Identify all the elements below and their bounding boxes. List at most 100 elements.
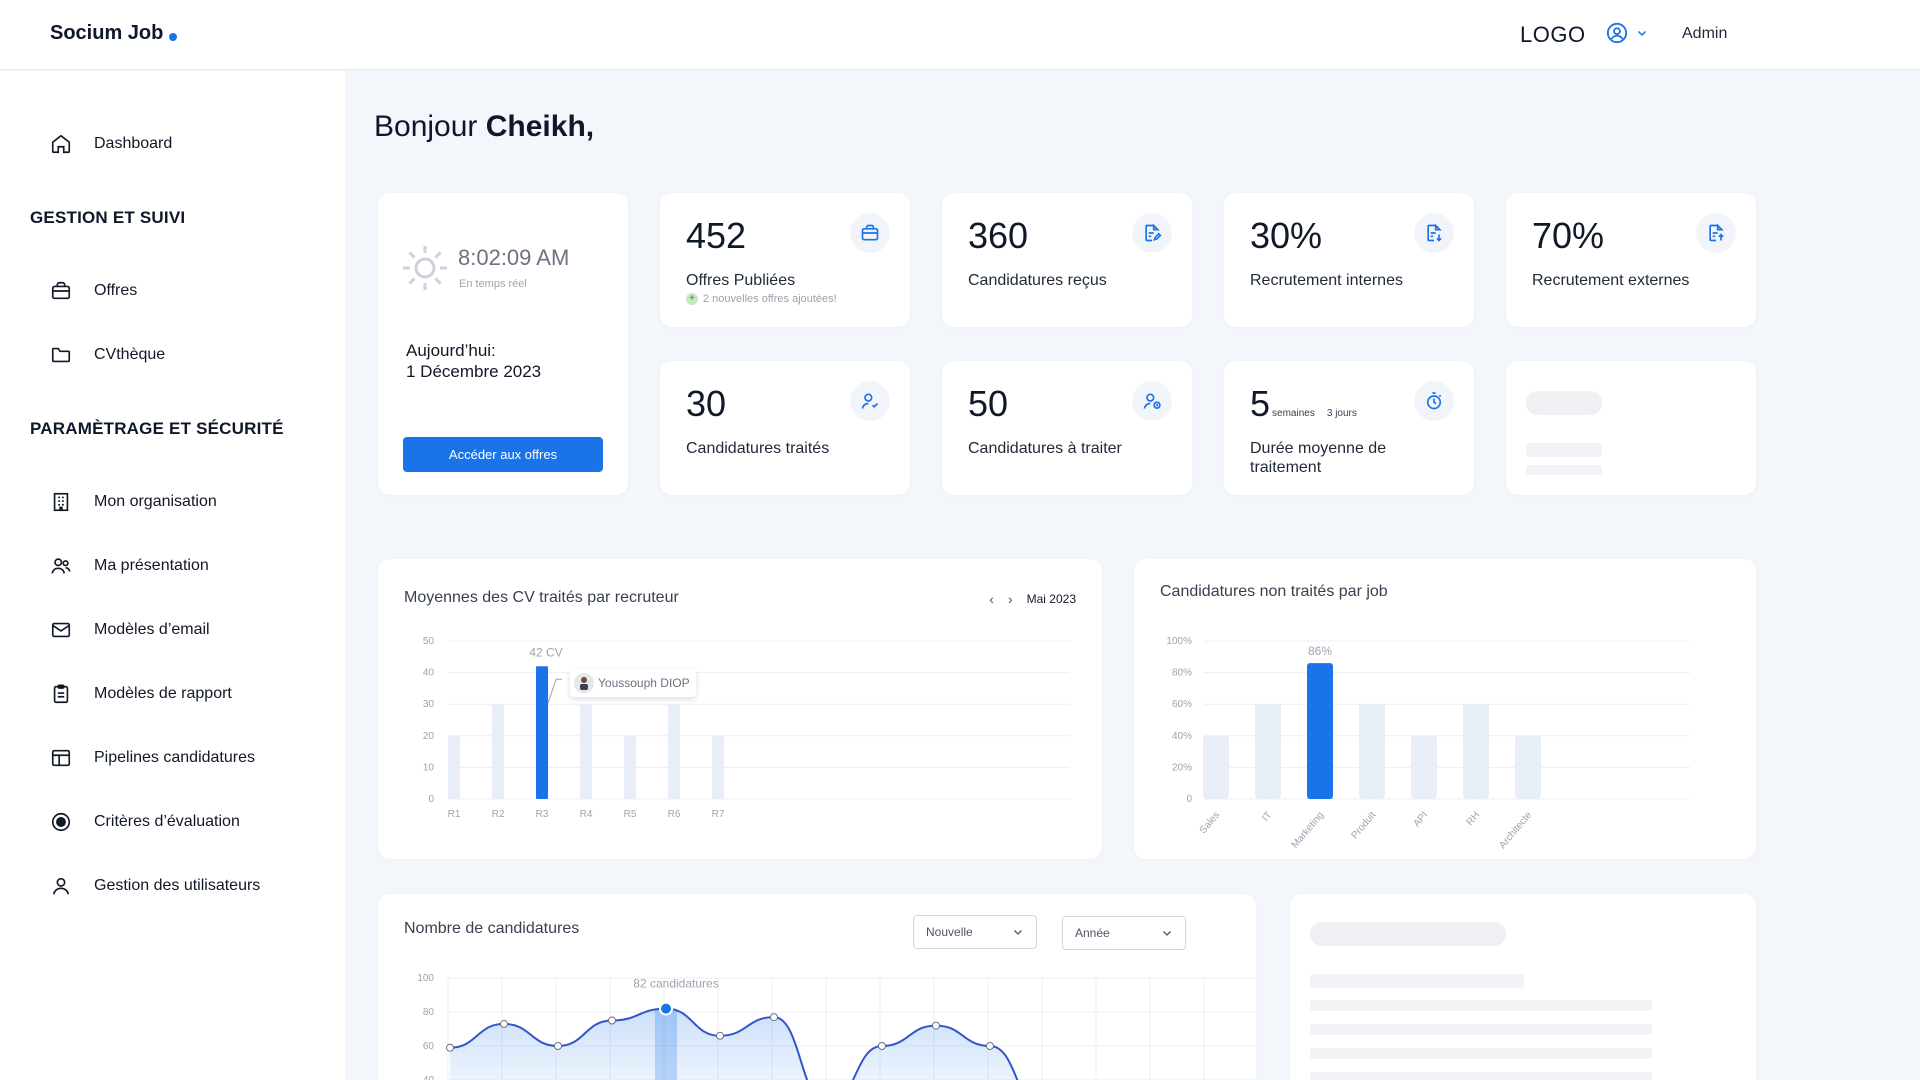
brand-name: Socium Job [50,22,164,44]
sidebar-item-cvtheque[interactable]: CVthèque [50,344,165,366]
stat-card-received[interactable]: 360 Candidatures reçus [942,193,1192,327]
y-tick-label: 50 [423,636,435,647]
stat-label: Candidatures à traiter [968,440,1122,457]
stat-label-line2: traitement [1250,459,1322,476]
stat-value: 50 [968,383,1009,424]
data-point [554,1042,562,1050]
skeleton-line [1526,465,1602,475]
bar [668,704,680,799]
sidebar-item-dashboard[interactable]: Dashboard [50,133,172,155]
user-menu-button[interactable] [1606,22,1648,44]
brand[interactable]: Socium Job [50,22,178,45]
chart-tooltip: Youssouph DIOP [570,669,696,697]
chart-card-jobs: Candidatures non traités par job 0 20% 40%… [1134,559,1756,859]
y-tick-label: 100 [417,973,434,984]
x-tick-label: R6 [668,809,681,820]
stat-card-pending[interactable]: 50 Candidatures à traiter [942,361,1192,495]
y-tick-label: 20% [1172,762,1192,773]
highlight-label: 86% [1308,644,1332,658]
mail-icon [51,622,71,638]
sidebar-item-label: Offres [94,282,138,299]
x-tick-label: R1 [448,809,461,820]
chart-title: Nombre de candidatures [404,920,580,937]
stat-value: 30% [1250,215,1323,256]
x-tick-label: R2 [492,809,505,820]
sidebar-item-presentation[interactable]: Ma présentation [50,555,209,577]
stat-card-offers[interactable]: 452 Offres Publiées +2 nouvelles offres … [660,193,910,327]
plus-icon: + [686,293,698,305]
bar [580,704,592,799]
chevron-right-icon[interactable]: › [1007,591,1013,607]
y-tick-label: 60% [1172,699,1192,710]
sidebar-item-offers[interactable]: Offres [50,280,137,302]
y-tick-label: 100% [1166,636,1192,647]
x-tick-label: Architecte [1497,810,1534,851]
stat-icon [1132,213,1172,253]
skeleton-line [1310,1072,1652,1080]
sidebar: Dashboard GESTION ET SUIVI Offres CVthèq… [0,71,345,1080]
stat-note: +2 nouvelles offres ajoutées! [686,293,837,305]
layout-icon [51,749,71,767]
bar [448,735,460,799]
bar-chart-jobs: 0 20% 40% 60% 80% 100% Sales IT Marketing 86% Prod… [1166,636,1690,851]
chevron-left-icon[interactable]: ‹ [989,591,994,607]
target-icon [51,812,71,832]
brand-dot [169,32,178,41]
skeleton-line [1310,1048,1652,1059]
month-navigator: ‹ › Mai 2023 [989,591,1076,607]
sidebar-item-label: Modèles d’email [94,621,210,638]
tooltip-name: Youssouph DIOP [598,676,690,690]
person-icon [580,677,588,690]
sidebar-item-label: Ma présentation [94,557,209,574]
stat-card-internal[interactable]: 30% Recrutement internes [1224,193,1474,327]
sidebar-item-label: Pipelines candidatures [94,749,255,766]
stat-card-processed[interactable]: 30 Candidatures traités [660,361,910,495]
y-tick-label: 80% [1172,668,1192,679]
x-tick-label: R3 [536,809,549,820]
data-point [878,1042,886,1050]
skeleton-line [1526,443,1602,457]
stat-card-duration[interactable]: 5 semaines 3 jours Durée moyenne de trait… [1224,361,1474,495]
y-tick-label: 30 [423,699,435,710]
stat-value: 5 semaines 3 jours [1250,383,1357,425]
skeleton-line [1310,1000,1652,1011]
year-select[interactable]: Année [1062,916,1186,950]
sun-icon [403,246,447,290]
folder-icon [51,347,71,363]
access-offers-button[interactable]: Accéder aux offres [403,437,603,472]
stat-card-external[interactable]: 70% Recrutement externes [1506,193,1756,327]
stat-label: Recrutement internes [1250,272,1403,289]
sidebar-item-pipelines[interactable]: Pipelines candidatures [50,747,255,769]
y-tick-label: 40 [423,668,435,679]
logo: LOGO [1520,22,1586,47]
chart-title: Candidatures non traités par job [1160,583,1388,600]
y-tick-label: 0 [428,794,434,805]
data-point [608,1016,616,1025]
sidebar-item-report-templates[interactable]: Modèles de rapport [50,683,232,705]
chart-card-recruiters: Moyennes des CV traités par recruteur ‹ … [378,559,1102,859]
stat-value: 70% [1532,215,1605,256]
x-tick-label: R4 [580,809,593,820]
sidebar-item-email-templates[interactable]: Modèles d’email [50,619,210,641]
stat-icon [1132,381,1172,421]
user-role: Admin [1682,25,1728,42]
bar [1255,704,1281,799]
sidebar-item-users[interactable]: Gestion des utilisateurs [50,875,260,897]
duration-value: 5 [1250,383,1271,424]
year-select-value: Année [1075,926,1110,940]
chevron-down-icon [1014,930,1022,935]
bar [1307,663,1333,799]
data-point [986,1042,994,1050]
section-title-management: GESTION ET SUIVI [30,208,186,227]
sidebar-item-organisation[interactable]: Mon organisation [50,491,217,513]
sidebar-item-label: Dashboard [94,135,173,152]
sidebar-item-criteria[interactable]: Critères d’évaluation [50,811,240,833]
stopwatch-icon [1426,392,1442,410]
status-select[interactable]: Nouvelle [913,915,1037,949]
stat-label: Recrutement externes [1532,272,1690,289]
bar [536,666,548,799]
stat-value: 452 [686,215,747,256]
document-edit-icon [1145,223,1162,242]
x-tick-label: Marketing [1290,810,1327,851]
clock-time: 8:02:09 AM [458,245,570,270]
